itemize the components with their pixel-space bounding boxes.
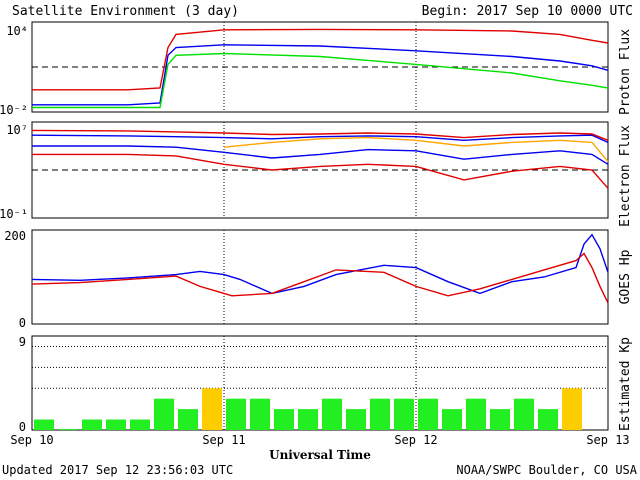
- hp-ylabel: GOES Hp: [618, 249, 633, 304]
- xtick-sep12: Sep 12: [394, 433, 437, 447]
- kp-ytick-top: 9: [19, 335, 26, 349]
- xtick-sep13: Sep 13: [586, 433, 629, 447]
- kp-bar: [370, 398, 390, 430]
- series-blue-line: [32, 145, 609, 165]
- kp-bar: [58, 428, 78, 430]
- kp-bar: [130, 419, 150, 430]
- series-blue-line: [32, 44, 609, 106]
- kp-bar: [466, 398, 486, 430]
- series-orange-line: [223, 136, 609, 163]
- kp-bar: [562, 388, 582, 430]
- series-red-line: [31, 129, 609, 141]
- series-blue-line: [31, 233, 609, 295]
- day-dividers: [223, 22, 417, 430]
- kp-bar: [322, 398, 342, 430]
- x-axis-title: Universal Time: [269, 448, 371, 462]
- kp-bar: [250, 398, 270, 430]
- kp-bar: [202, 388, 222, 430]
- kp-bar: [226, 398, 246, 430]
- kp-ylabel: Estimated Kp: [618, 337, 633, 431]
- series-red-line: [32, 28, 609, 91]
- credit-text: NOAA/SWPC Boulder, CO USA: [456, 463, 637, 477]
- kp-bar: [490, 409, 510, 430]
- kp-bar: [178, 409, 198, 430]
- kp-bar: [34, 419, 54, 430]
- hp-ytick-top: 200: [4, 229, 26, 243]
- series-red-line: [31, 252, 609, 304]
- begin-time: Begin: 2017 Sep 10 0000 UTC: [422, 4, 633, 19]
- electron-ytick-top: 10⁷: [6, 123, 28, 137]
- series-blue-line: [31, 134, 609, 144]
- xtick-sep11: Sep 11: [202, 433, 245, 447]
- panel-frame-3: [31, 335, 609, 431]
- kp-bar: [82, 419, 102, 430]
- kp-bar: [514, 398, 534, 430]
- panel-frames: [31, 21, 609, 431]
- series-green-line: [32, 52, 609, 109]
- kp-bar: [346, 409, 366, 430]
- data-marks: [31, 28, 609, 430]
- kp-ytick-bottom: 0: [19, 420, 26, 434]
- kp-bar: [538, 409, 558, 430]
- panel-frame-0: [31, 21, 609, 113]
- updated-timestamp: Updated 2017 Sep 12 23:56:03 UTC: [2, 463, 233, 477]
- electron-ytick-bottom: 10⁻¹: [0, 207, 28, 221]
- kp-bar: [106, 419, 126, 430]
- kp-bar: [154, 398, 174, 430]
- proton-ytick-bottom: 10⁻²: [0, 103, 28, 117]
- kp-bar: [274, 409, 294, 430]
- proton-ylabel: Proton Flux: [618, 29, 633, 115]
- proton-ytick-top: 10⁴: [6, 24, 28, 38]
- xtick-sep10: Sep 10: [10, 433, 53, 447]
- kp-bar: [298, 409, 318, 430]
- hp-ytick-bottom: 0: [19, 316, 26, 330]
- kp-bar: [394, 398, 414, 430]
- panel-frame-2: [31, 229, 609, 325]
- series-red-line: [32, 153, 609, 189]
- electron-ylabel: Electron Flux: [618, 125, 633, 227]
- kp-bar: [442, 409, 462, 430]
- plot-title: Satellite Environment (3 day): [12, 4, 239, 19]
- kp-bar: [418, 398, 438, 430]
